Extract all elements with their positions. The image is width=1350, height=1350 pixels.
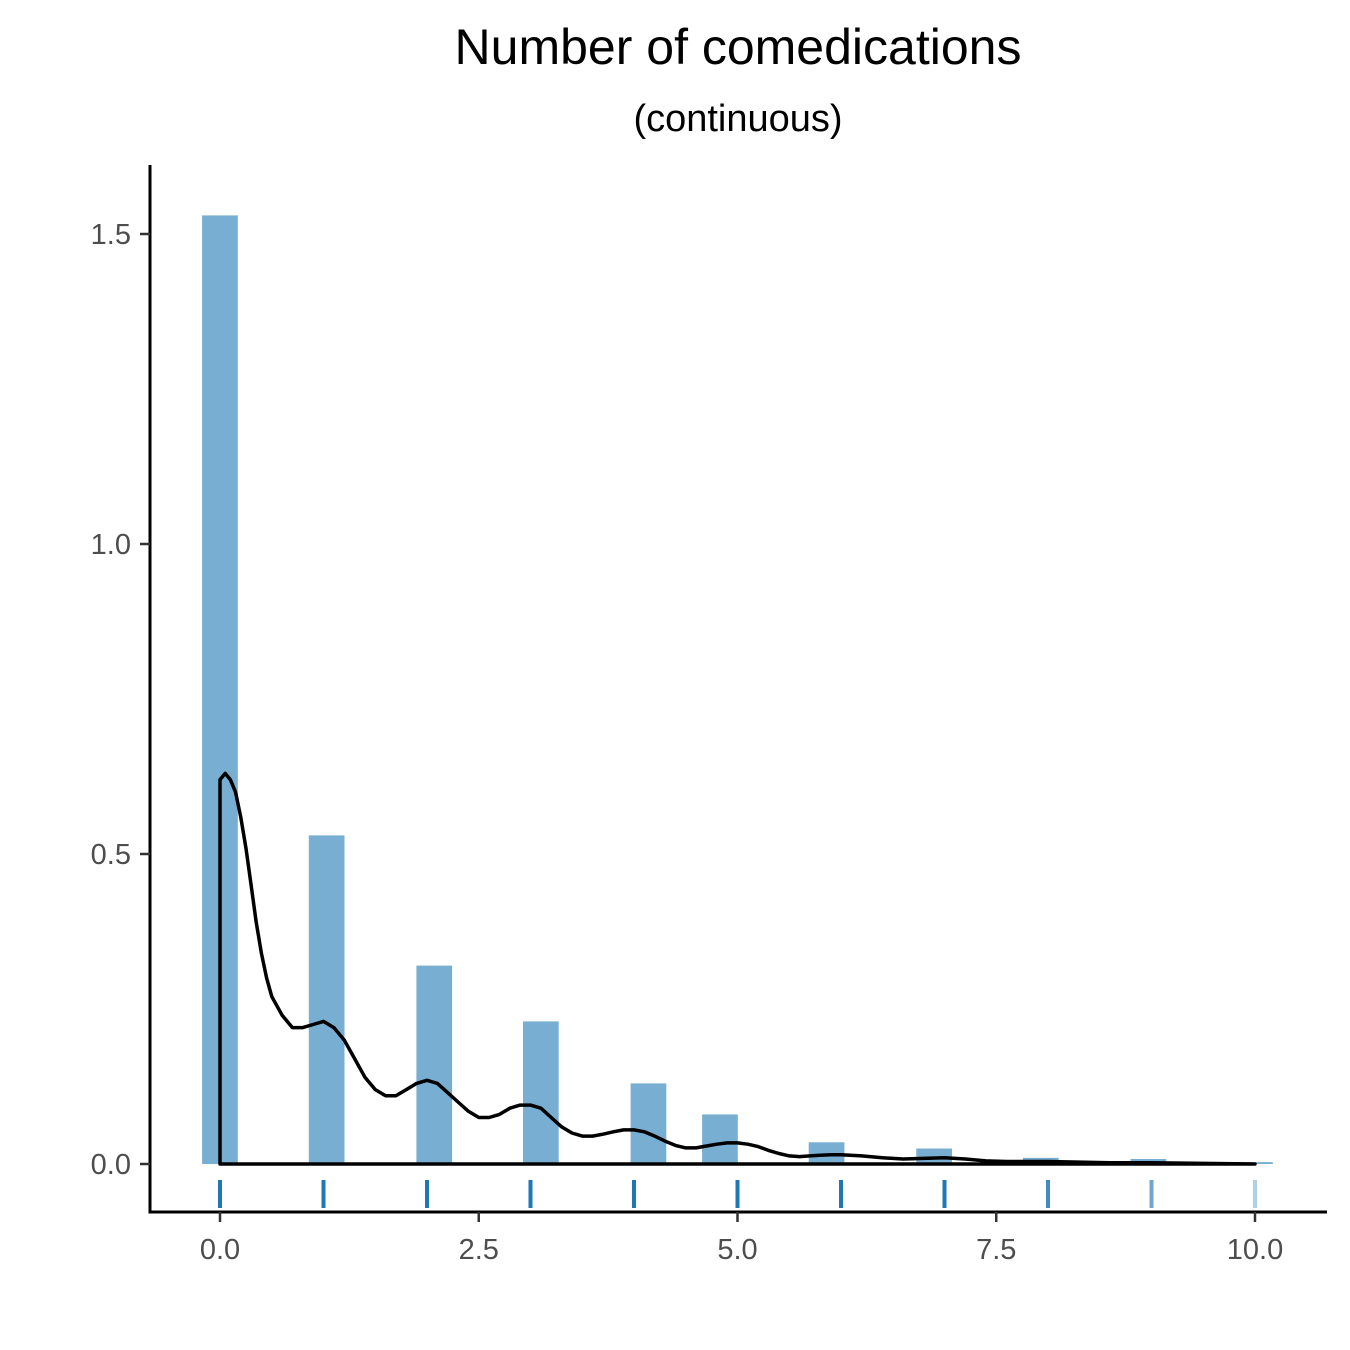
density-curve (218, 771, 1257, 1166)
x-axis-ticks: 0.0 2.5 5.0 7.5 10.0 (200, 1212, 1283, 1266)
histogram-bar-5 (702, 1114, 738, 1164)
x-tick-label-1: 2.5 (459, 1234, 499, 1266)
y-tick-label-2: 1.0 (91, 529, 131, 561)
histogram-bars (202, 215, 1273, 1164)
x-tick-label-3: 7.5 (976, 1234, 1016, 1266)
x-tick-label-0: 0.0 (200, 1234, 240, 1266)
chart-title: Number of comedications (455, 19, 1022, 75)
y-tick-label-0: 0.0 (91, 1149, 131, 1181)
x-tick-label-4: 10.0 (1227, 1234, 1283, 1266)
histogram-bar-6 (808, 1142, 845, 1164)
density-curve-group (218, 771, 1257, 1166)
y-tick-label-1: 0.5 (91, 839, 131, 871)
histogram-bar-4 (630, 1083, 667, 1164)
histogram-bar-7 (916, 1148, 952, 1164)
histogram-bar-1 (308, 835, 345, 1164)
y-tick-label-3: 1.5 (91, 219, 131, 251)
chart-subtitle: (continuous) (633, 98, 842, 140)
rug-marks (218, 1180, 1257, 1208)
x-tick-label-2: 5.0 (717, 1234, 757, 1266)
y-axis-ticks: 0.0 0.5 1.0 1.5 (91, 219, 150, 1181)
histogram-bar-2 (416, 965, 453, 1164)
histogram-bar-3 (523, 1021, 559, 1164)
